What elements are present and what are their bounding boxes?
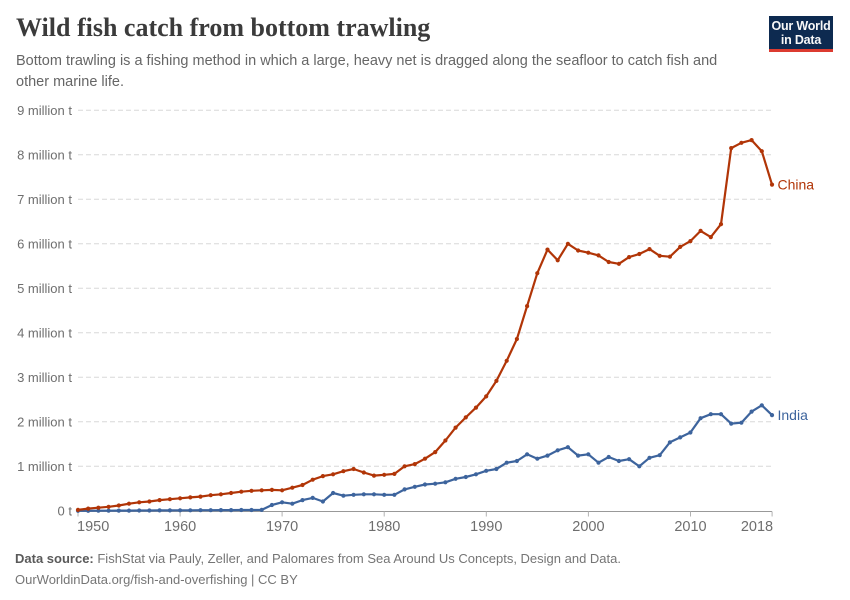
svg-text:2018: 2018: [741, 519, 773, 535]
svg-text:0 t: 0 t: [58, 503, 73, 518]
svg-text:India: India: [778, 407, 809, 423]
svg-text:1960: 1960: [164, 519, 196, 535]
svg-text:1980: 1980: [368, 519, 400, 535]
svg-text:3 million t: 3 million t: [17, 370, 72, 385]
svg-text:1970: 1970: [266, 519, 298, 535]
svg-text:5 million t: 5 million t: [17, 281, 72, 296]
svg-text:1950: 1950: [77, 519, 109, 535]
svg-text:2000: 2000: [572, 519, 604, 535]
svg-text:7 million t: 7 million t: [17, 192, 72, 207]
svg-text:2 million t: 2 million t: [17, 414, 72, 429]
svg-text:8 million t: 8 million t: [17, 147, 72, 162]
svg-text:4 million t: 4 million t: [17, 325, 72, 340]
svg-text:9 million t: 9 million t: [17, 103, 72, 118]
svg-text:2010: 2010: [674, 519, 706, 535]
svg-text:China: China: [778, 177, 815, 193]
svg-text:6 million t: 6 million t: [17, 236, 72, 251]
svg-text:1 million t: 1 million t: [17, 459, 72, 474]
svg-text:1990: 1990: [470, 519, 502, 535]
